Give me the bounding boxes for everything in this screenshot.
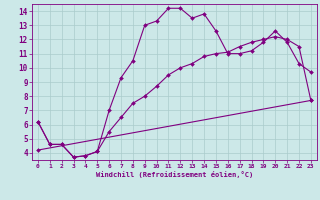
X-axis label: Windchill (Refroidissement éolien,°C): Windchill (Refroidissement éolien,°C) xyxy=(96,171,253,178)
